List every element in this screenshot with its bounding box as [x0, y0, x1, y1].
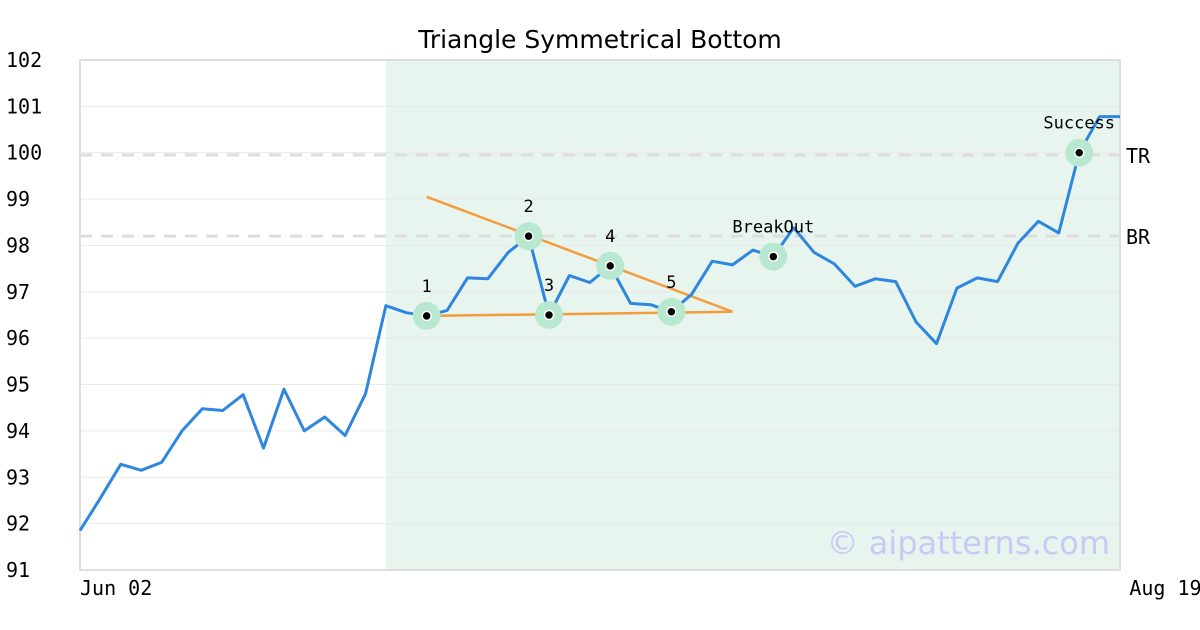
- annotation-marker-dot: [543, 309, 555, 321]
- gridlines: [80, 59, 1120, 571]
- y-tick-label: 101: [6, 94, 42, 118]
- annotation-label: 5: [666, 273, 676, 293]
- chart-title: Triangle Symmetrical Bottom: [417, 25, 782, 54]
- plot-frame: [79, 59, 1121, 571]
- annotation-marker-dot: [1073, 147, 1085, 158]
- trendline: [426, 195, 733, 313]
- y-tick-label: 92: [6, 512, 30, 536]
- annotation-marker-dot: [666, 306, 677, 318]
- y-axis-ticks: 91 92 93 94 95 96 97 98 99 100 101 102: [6, 48, 42, 582]
- watermark: © aipatterns.com: [827, 524, 1110, 562]
- annotation-marker-dot: [523, 230, 534, 242]
- x-tick-label: Jun 02: [80, 576, 152, 600]
- annotation-marker-dot: [768, 251, 779, 262]
- y-tick-label: 97: [6, 280, 30, 304]
- annotation-label: 2: [524, 197, 534, 217]
- y-tick-label: 99: [6, 187, 30, 211]
- annotation-label: BreakOut: [732, 218, 814, 238]
- annotation-label: 1: [422, 277, 432, 297]
- y-tick-label: 91: [6, 558, 30, 582]
- y-tick-label: 94: [6, 419, 30, 443]
- y-tick-label: 93: [6, 465, 30, 489]
- annotation-label: 3: [544, 276, 554, 296]
- reference-label-tr: TR: [1126, 144, 1151, 168]
- reference-lines: TR BR: [80, 144, 1151, 249]
- y-tick-label: 98: [6, 233, 30, 257]
- y-tick-label: 96: [6, 326, 30, 350]
- pattern-annotations: 1 2 3 4 5 BreakOut Success: [412, 114, 1115, 330]
- y-tick-label: 95: [6, 373, 30, 397]
- reference-label-br: BR: [1126, 225, 1151, 249]
- x-tick-label: Aug 19: [1129, 576, 1200, 600]
- annotation-marker-dot: [604, 260, 616, 272]
- annotation-label: Success: [1043, 114, 1115, 134]
- y-tick-label: 100: [6, 141, 42, 165]
- annotation-label: 4: [605, 227, 615, 247]
- annotation-marker-dot: [421, 310, 432, 322]
- x-axis-ticks: Jun 02 Aug 19: [80, 576, 1200, 600]
- y-tick-label: 102: [6, 48, 42, 72]
